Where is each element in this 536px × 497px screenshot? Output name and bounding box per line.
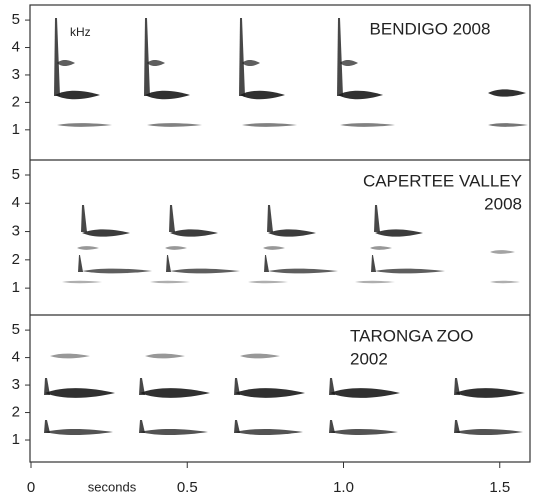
sound-trace — [140, 388, 210, 398]
frame — [29, 4, 531, 463]
panel-title: 2002 — [350, 349, 388, 368]
sound-trace — [55, 90, 100, 100]
y-tick-label: 2 — [12, 251, 20, 268]
sound-trace — [268, 229, 316, 237]
sound-trace — [488, 123, 528, 127]
y-tick-label: 2 — [12, 93, 20, 110]
sound-trace — [370, 246, 392, 250]
sound-trace — [45, 388, 115, 398]
sound-trace — [371, 255, 376, 272]
sound-trace — [44, 420, 50, 433]
sound-trace — [264, 255, 269, 272]
y-tick-label: 3 — [12, 376, 20, 393]
x-tick-label: 1.5 — [489, 479, 510, 496]
sound-trace — [454, 420, 460, 433]
y-tick-label: 3 — [12, 66, 20, 83]
sound-trace — [54, 18, 60, 96]
y-tick-label: 5 — [12, 166, 20, 183]
sound-trace — [340, 59, 358, 67]
sound-trace — [145, 353, 185, 359]
y-tick-label: 1 — [12, 279, 20, 296]
sound-trace — [263, 246, 285, 250]
sound-trace — [235, 428, 303, 436]
panel-title: CAPERTEE VALLEY — [363, 171, 522, 190]
sound-trace — [170, 229, 218, 237]
sound-trace — [239, 18, 245, 96]
y-tick-label: 4 — [12, 349, 20, 366]
x-tick-label: 1.0 — [333, 479, 354, 496]
sound-trace — [78, 255, 83, 272]
sound-trace — [455, 428, 523, 436]
sound-trace — [82, 229, 130, 237]
sound-trace — [340, 123, 395, 127]
sound-trace — [45, 428, 113, 436]
sound-trace — [44, 378, 50, 395]
sound-trace — [150, 280, 190, 284]
sound-trace — [140, 428, 208, 436]
sound-trace — [242, 59, 260, 67]
sound-trace — [145, 90, 190, 100]
x-axis-label: seconds — [88, 479, 137, 494]
sound-trace — [248, 280, 288, 284]
sound-trace — [329, 378, 335, 395]
sound-trace — [338, 90, 383, 100]
sound-trace — [147, 59, 165, 67]
y-tick-label: 5 — [12, 321, 20, 338]
sound-trace — [337, 18, 343, 96]
sound-trace — [240, 353, 280, 359]
sound-trace — [355, 280, 395, 284]
sound-trace — [330, 428, 398, 436]
sound-trace — [242, 123, 297, 127]
sound-trace — [330, 388, 400, 398]
sound-trace — [57, 59, 75, 67]
sound-trace — [50, 353, 90, 359]
sound-trace — [374, 205, 380, 232]
y-tick-label: 3 — [12, 223, 20, 240]
y-tick-label: 4 — [12, 38, 20, 55]
sound-trace — [267, 205, 273, 232]
sound-trace — [234, 378, 240, 395]
sound-trace — [268, 268, 338, 274]
y-tick-label: 1 — [12, 121, 20, 138]
sound-trace — [490, 280, 520, 284]
y-tick-label: 4 — [12, 194, 20, 211]
sound-trace — [169, 205, 175, 232]
sound-trace — [57, 123, 112, 127]
sound-trace — [170, 268, 240, 274]
y-tick-label: 5 — [12, 11, 20, 28]
y-tick-label: 1 — [12, 431, 20, 448]
sound-trace — [375, 268, 445, 274]
panel-title: TARONGA ZOO — [350, 326, 473, 345]
sound-trace — [62, 280, 102, 284]
sound-trace — [240, 90, 285, 100]
sound-trace — [81, 205, 87, 232]
unit-label: kHz — [70, 25, 91, 39]
sound-trace — [234, 420, 240, 433]
sound-trace — [454, 378, 460, 395]
sound-trace — [375, 229, 423, 237]
sound-trace — [147, 123, 202, 127]
y-tick-label: 2 — [12, 404, 20, 421]
sound-trace — [144, 18, 150, 96]
sound-trace — [329, 420, 335, 433]
sound-trace — [139, 420, 145, 433]
sound-trace — [77, 246, 99, 250]
sound-trace — [488, 89, 526, 97]
sound-trace — [455, 388, 525, 398]
sound-trace — [235, 388, 305, 398]
sound-trace — [165, 246, 187, 250]
panel-title: BENDIGO 2008 — [370, 19, 491, 38]
sound-trace — [139, 378, 145, 395]
sound-trace — [166, 255, 171, 272]
sound-trace — [82, 268, 152, 274]
x-tick-label: 0 — [27, 479, 35, 496]
sound-trace — [490, 250, 515, 254]
x-tick-label: 0.5 — [177, 479, 198, 496]
panel-title: 2008 — [484, 194, 522, 213]
